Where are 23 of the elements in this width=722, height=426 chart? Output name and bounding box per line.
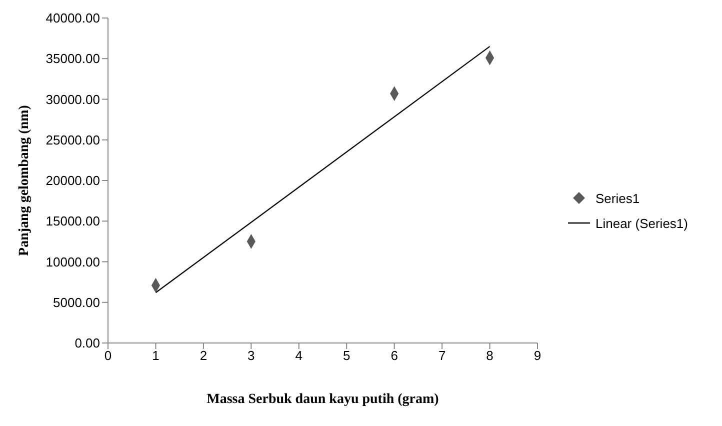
y-axis-title: Panjang gelombang (nm) bbox=[16, 104, 32, 256]
x-tick-label: 8 bbox=[486, 348, 494, 364]
legend-label: Series1 bbox=[596, 190, 640, 206]
y-tick-label: 15000.00 bbox=[46, 214, 100, 229]
x-axis-title: Massa Serbuk daun kayu putih (gram) bbox=[206, 392, 440, 407]
y-tick-label: 20000.00 bbox=[46, 173, 100, 188]
x-tick-label: 4 bbox=[295, 348, 303, 364]
x-tick-label: 1 bbox=[152, 348, 160, 364]
y-tick-label: 0.00 bbox=[74, 336, 100, 351]
y-tick-label: 5000.00 bbox=[53, 294, 100, 310]
x-tick-label: 9 bbox=[534, 348, 542, 364]
y-tick-label: 25000.00 bbox=[46, 132, 100, 148]
y-tick-label: 30000.00 bbox=[46, 92, 100, 107]
x-tick-label: 5 bbox=[342, 348, 350, 364]
x-tick-label: 7 bbox=[438, 348, 446, 364]
legend-label: Linear (Series1) bbox=[596, 216, 688, 230]
y-tick-label: 10000.00 bbox=[46, 254, 100, 270]
y-tick-label: 40000.00 bbox=[46, 10, 100, 26]
x-tick-label: 0 bbox=[104, 348, 112, 364]
x-tick-label: 3 bbox=[248, 348, 255, 364]
y-tick-label: 35000.00 bbox=[46, 51, 100, 66]
x-tick-label: 6 bbox=[390, 348, 398, 364]
x-tick-label: 2 bbox=[200, 348, 208, 364]
